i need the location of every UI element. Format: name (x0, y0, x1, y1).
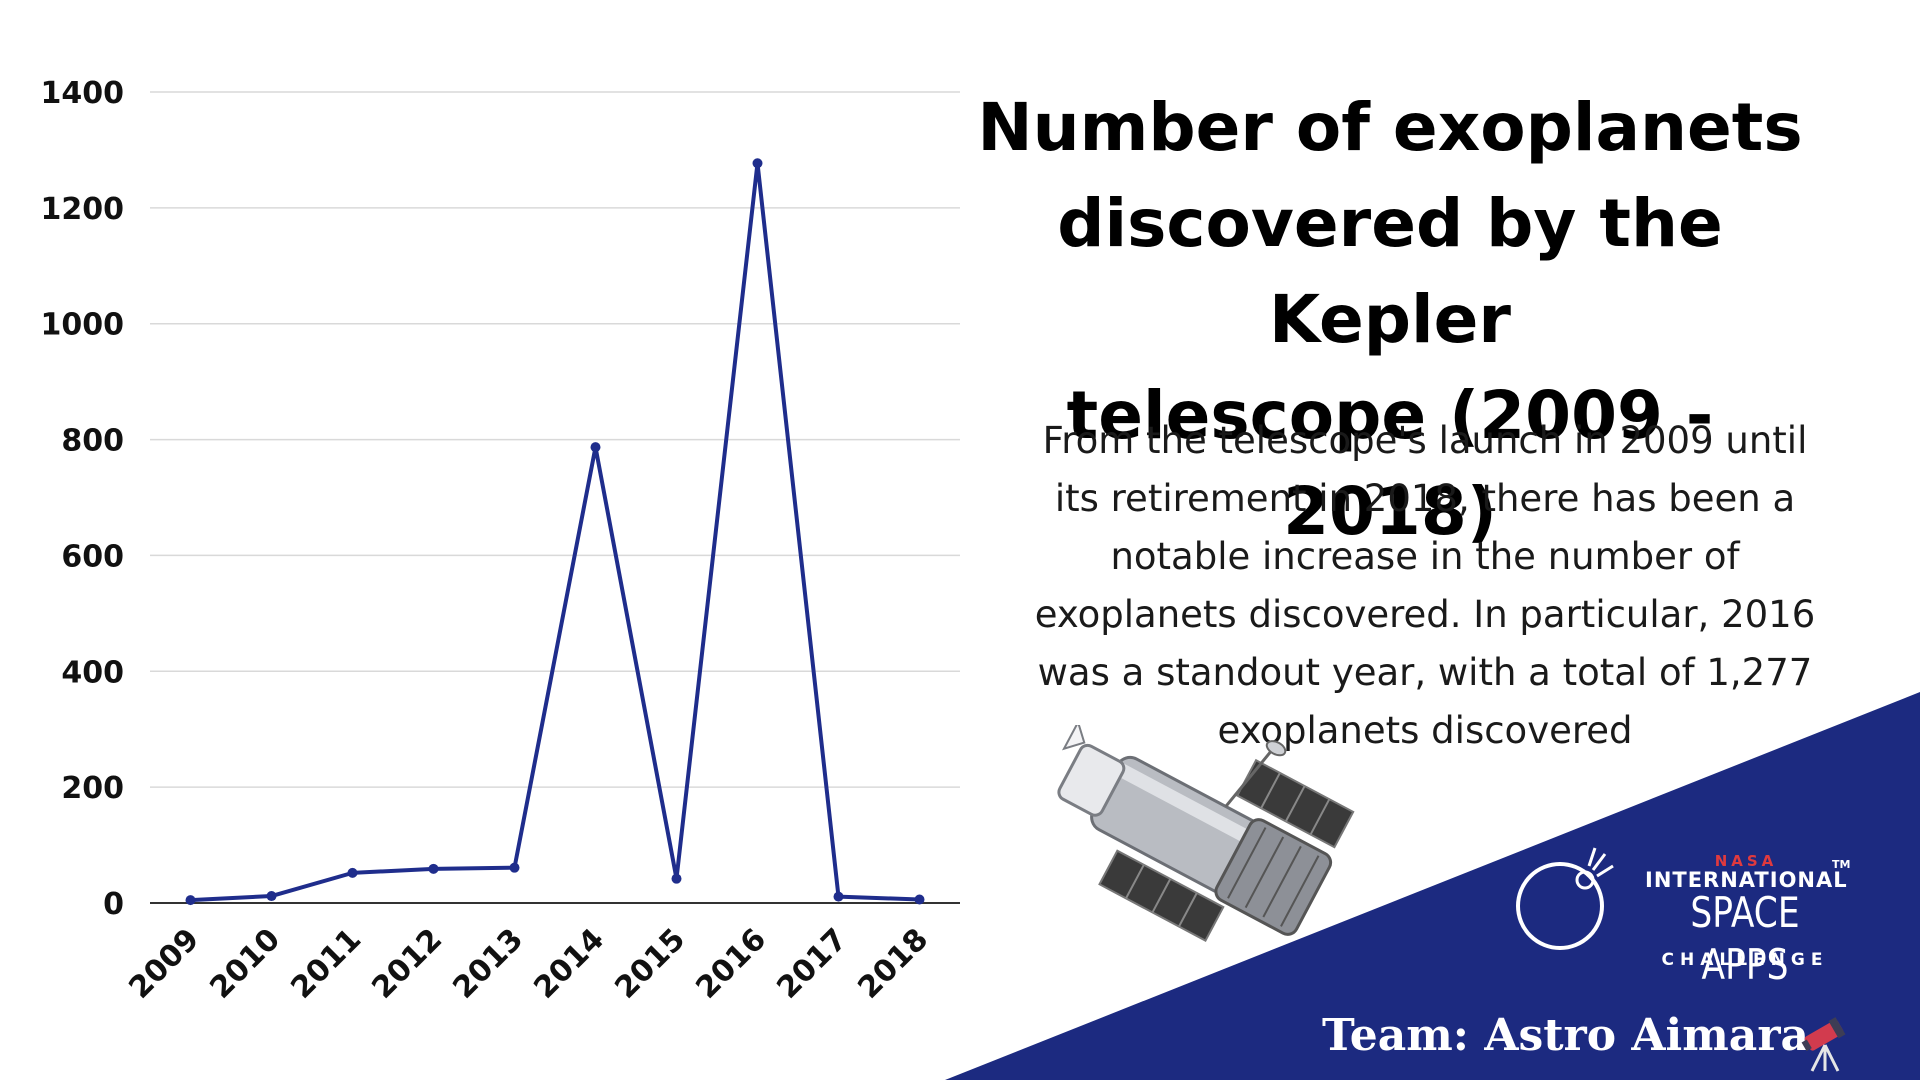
x-tick-label: 2011 (284, 922, 368, 1006)
description-line: notable increase in the number of (1110, 535, 1740, 578)
description-line: its retirement in 2018, there has been a (1054, 477, 1796, 520)
y-tick-label: 800 (61, 424, 124, 459)
title-line: Number of exoplanets (977, 89, 1803, 166)
description-line: was a standout year, with a total of 1,2… (1037, 651, 1813, 694)
y-tick-label: 0 (103, 887, 124, 922)
banner-shape (945, 692, 1920, 1080)
logo-nasa: NASA (1714, 852, 1778, 870)
data-point (428, 863, 439, 874)
y-axis-ticks: 0 200 400 600 800 1000 1200 1400 (41, 76, 125, 922)
data-point (509, 862, 520, 873)
data-point (347, 867, 358, 878)
description-line: From the telescope's launch in 2009 unti… (1042, 419, 1808, 462)
description-text: From the telescope's launch in 2009 unti… (1000, 412, 1850, 760)
x-tick-label: 2009 (122, 922, 206, 1006)
chart-grid (150, 91, 960, 904)
chart-title: Number of exoplanets discovered by the K… (950, 80, 1830, 560)
data-point (266, 891, 277, 902)
y-tick-label: 200 (61, 771, 124, 806)
data-point (752, 158, 763, 169)
description-line: exoplanets discovered (1217, 709, 1633, 752)
y-tick-label: 1200 (41, 192, 125, 227)
telescope-illustration (1057, 725, 1355, 942)
logo-trademark: TM (1832, 858, 1851, 871)
y-tick-label: 1400 (41, 76, 125, 111)
series-line (190, 161, 920, 903)
x-tick-label: 2014 (527, 922, 611, 1006)
data-point (185, 895, 196, 906)
x-tick-label: 2013 (446, 922, 530, 1006)
description-line: exoplanets discovered. In particular, 20… (1034, 593, 1816, 636)
title-line: discovered by the Kepler (1057, 185, 1723, 358)
logo-challenge: CHALLENGE (1661, 950, 1829, 970)
x-tick-label: 2018 (851, 922, 935, 1006)
data-point (671, 873, 682, 884)
x-tick-label: 2012 (365, 922, 449, 1006)
x-tick-label: 2010 (203, 922, 287, 1006)
telescope-emoji-icon (1801, 1017, 1846, 1072)
chart-series (185, 158, 925, 906)
data-point (590, 442, 601, 453)
x-tick-label: 2015 (608, 922, 692, 1006)
y-tick-label: 400 (61, 655, 124, 690)
x-tick-label: 2017 (770, 922, 854, 1006)
space-apps-logo-icon (1516, 847, 1614, 950)
data-point (833, 891, 844, 902)
logo-international: INTERNATIONAL (1645, 868, 1848, 892)
y-tick-label: 1000 (41, 308, 125, 343)
team-label: Team: Astro Aimara (1322, 1010, 1810, 1061)
data-point (914, 894, 925, 905)
x-tick-label: 2016 (689, 922, 773, 1006)
title-line: telescope (2009 - 2018) (1066, 377, 1714, 550)
y-tick-label: 600 (61, 539, 124, 574)
logo-space-apps: SPACE APPS (1690, 888, 1800, 989)
